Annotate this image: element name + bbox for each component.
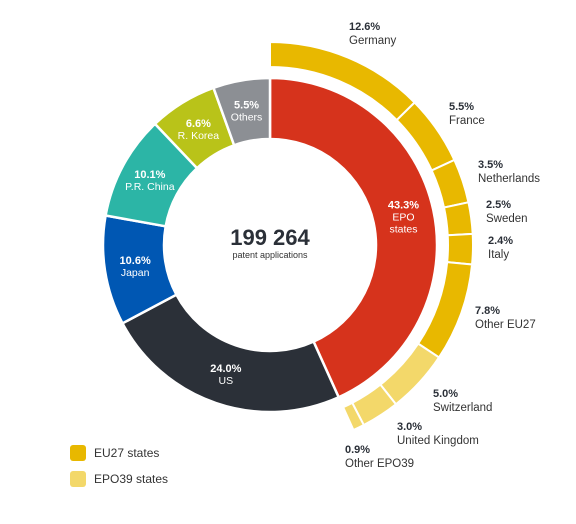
breakdown-labels: 12.6% Germany 5.5% France 3.5% Netherlands 2.5… bbox=[345, 21, 540, 470]
breakdown-name-france: France bbox=[449, 115, 485, 127]
legend-item-epo39: EPO39 states bbox=[70, 471, 168, 487]
slice-pct-p-r-china: 10.1% bbox=[134, 169, 165, 181]
breakdown-name-italy: Italy bbox=[488, 249, 509, 261]
breakdown-pct-germany: 12.6% bbox=[349, 21, 380, 33]
slice-pct-us: 24.0% bbox=[210, 363, 241, 375]
slice-pct-r-korea: 6.6% bbox=[186, 118, 211, 130]
breakdown-pct-other-epo39: 0.9% bbox=[345, 444, 370, 456]
slice-label-epo-states-0: EPO bbox=[392, 211, 414, 223]
breakdown-name-united-kingdom: United Kingdom bbox=[397, 435, 479, 447]
slice-label-us: US bbox=[219, 375, 234, 387]
breakdown-pct-sweden: 2.5% bbox=[486, 199, 511, 211]
breakdown-arc bbox=[269, 40, 474, 432]
legend-label-epo39: EPO39 states bbox=[94, 472, 169, 486]
slice-others bbox=[211, 76, 272, 147]
breakdown-pct-france: 5.5% bbox=[449, 101, 474, 113]
breakdown-name-other-epo39: Other EPO39 bbox=[345, 458, 414, 470]
slice-label-p-r-china: P.R. China bbox=[125, 181, 175, 193]
breakdown-name-other-eu27: Other EU27 bbox=[475, 319, 536, 331]
breakdown-pct-united-kingdom: 3.0% bbox=[397, 421, 422, 433]
breakdown-pct-other-eu27: 7.8% bbox=[475, 305, 500, 317]
slice-pct-epo-states: 43.3% bbox=[388, 199, 419, 211]
breakdown-name-switzerland: Switzerland bbox=[433, 402, 492, 414]
arc-italy bbox=[446, 232, 474, 266]
legend-item-eu27: EU27 states bbox=[70, 445, 159, 461]
breakdown-name-netherlands: Netherlands bbox=[478, 173, 540, 185]
slice-label-epo-states-1: states bbox=[389, 223, 417, 235]
arc-sweden bbox=[442, 201, 474, 237]
slice-us bbox=[120, 293, 341, 414]
slice-label-japan: Japan bbox=[121, 267, 150, 279]
center-value: 199 264 bbox=[230, 225, 310, 250]
arc-other-epo39 bbox=[341, 401, 366, 432]
slice-label-r-korea: R. Korea bbox=[178, 130, 220, 142]
breakdown-name-germany: Germany bbox=[349, 35, 397, 47]
arc-netherlands bbox=[430, 158, 470, 209]
center-label: patent applications bbox=[232, 250, 308, 260]
slice-epo-states bbox=[268, 76, 439, 399]
legend-swatch-eu27 bbox=[70, 445, 86, 461]
slice-pct-japan: 10.6% bbox=[120, 255, 151, 267]
breakdown-pct-switzerland: 5.0% bbox=[433, 388, 458, 400]
donut-hole bbox=[164, 139, 376, 351]
slice-label-others: Others bbox=[231, 112, 263, 124]
slice-pct-others: 5.5% bbox=[234, 100, 259, 112]
breakdown-name-sweden: Sweden bbox=[486, 213, 528, 225]
legend-label-eu27: EU27 states bbox=[94, 446, 160, 460]
donut-ring bbox=[101, 76, 439, 414]
legend-swatch-epo39 bbox=[70, 471, 86, 487]
breakdown-pct-italy: 2.4% bbox=[488, 235, 513, 247]
breakdown-pct-netherlands: 3.5% bbox=[478, 159, 503, 171]
